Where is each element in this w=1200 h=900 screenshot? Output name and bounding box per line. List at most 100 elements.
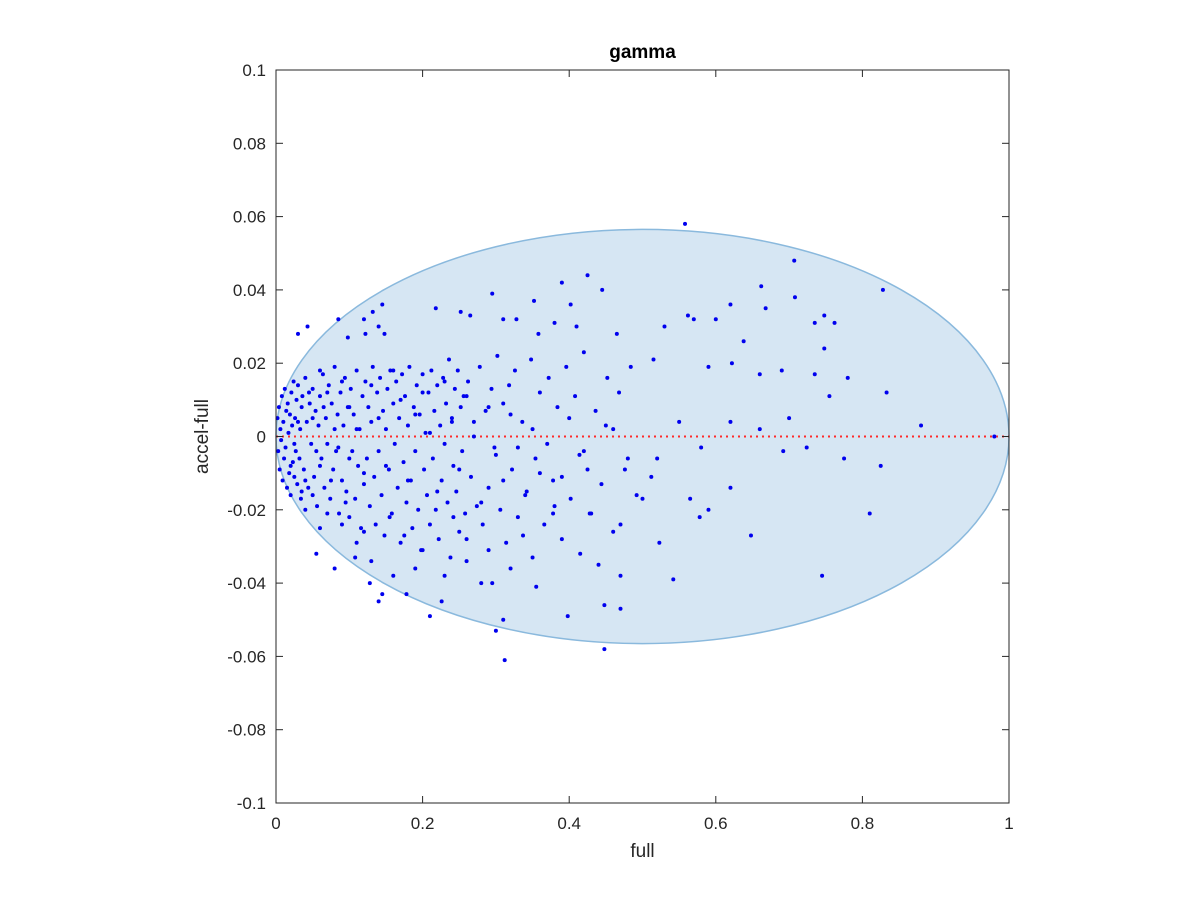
data-point (448, 555, 453, 560)
data-point (442, 379, 447, 384)
data-point (359, 526, 364, 531)
data-point (463, 511, 468, 516)
data-point (404, 500, 409, 505)
data-point (640, 496, 645, 501)
data-point (510, 467, 515, 472)
data-point (596, 562, 601, 567)
data-point (489, 386, 494, 391)
data-point (884, 390, 889, 395)
data-point (483, 408, 488, 413)
data-point (369, 383, 374, 388)
data-point (455, 368, 460, 373)
data-point (585, 273, 590, 278)
data-point (323, 416, 328, 421)
data-point (832, 320, 837, 325)
data-point (284, 408, 289, 413)
data-point (285, 401, 290, 406)
data-point (671, 577, 676, 582)
data-point (427, 522, 432, 527)
data-point (533, 456, 538, 461)
data-points (275, 221, 997, 663)
data-point (276, 449, 281, 454)
data-point (413, 412, 418, 417)
x-tick-label: 0.6 (704, 814, 728, 833)
y-tick-label: 0.1 (242, 61, 266, 80)
data-point (568, 496, 573, 501)
data-point (468, 313, 473, 318)
data-point (827, 394, 832, 399)
data-point (445, 500, 450, 505)
data-point (449, 416, 454, 421)
data-point (303, 507, 308, 512)
data-point (523, 493, 528, 498)
data-point (536, 331, 541, 336)
data-point (379, 493, 384, 498)
data-point (370, 309, 375, 314)
data-point (449, 419, 454, 424)
data-point (310, 386, 315, 391)
data-point (364, 456, 369, 461)
data-point (317, 463, 322, 468)
data-point (820, 573, 825, 578)
data-point (408, 478, 413, 483)
data-point (464, 537, 469, 542)
data-point (361, 529, 366, 534)
data-point (354, 427, 359, 432)
data-point (339, 478, 344, 483)
data-point (502, 658, 507, 663)
data-point (600, 287, 605, 292)
data-point (376, 324, 381, 329)
data-point (501, 317, 506, 322)
data-point (479, 581, 484, 586)
data-point (662, 324, 667, 329)
data-point (493, 628, 498, 633)
data-point (328, 478, 333, 483)
data-point (336, 317, 341, 322)
data-point (369, 559, 374, 564)
data-point (295, 383, 300, 388)
data-point (294, 397, 299, 402)
data-point (336, 445, 341, 450)
data-point (289, 390, 294, 395)
y-tick-label: 0.04 (233, 281, 266, 300)
data-point (385, 386, 390, 391)
data-point (286, 430, 291, 435)
data-point (356, 463, 361, 468)
data-point (367, 504, 372, 509)
data-point (331, 467, 336, 472)
data-point (512, 368, 517, 373)
data-point (551, 478, 556, 483)
data-point (298, 427, 303, 432)
chart-title: gamma (609, 42, 676, 63)
data-point (306, 485, 311, 490)
data-point (378, 375, 383, 380)
data-point (451, 515, 456, 520)
data-point (334, 449, 339, 454)
data-point (383, 463, 388, 468)
y-tick-label: 0 (257, 428, 266, 447)
data-point (341, 423, 346, 428)
y-axis-title: accel-full (192, 399, 213, 474)
data-point (546, 375, 551, 380)
data-point (699, 445, 704, 450)
data-point (321, 405, 326, 410)
data-point (372, 474, 377, 479)
data-point (380, 592, 385, 597)
data-point (284, 485, 289, 490)
data-point (577, 452, 582, 457)
x-tick-label: 0 (271, 814, 280, 833)
data-point (320, 372, 325, 377)
data-point (276, 405, 281, 410)
data-point (332, 427, 337, 432)
data-point (322, 485, 327, 490)
data-point (792, 295, 797, 300)
data-point (492, 445, 497, 450)
data-point (301, 467, 306, 472)
data-point (398, 540, 403, 545)
data-point (486, 548, 491, 553)
data-point (439, 599, 444, 604)
data-point (565, 614, 570, 619)
data-point (617, 390, 622, 395)
data-point (332, 364, 337, 369)
data-point (353, 555, 358, 560)
